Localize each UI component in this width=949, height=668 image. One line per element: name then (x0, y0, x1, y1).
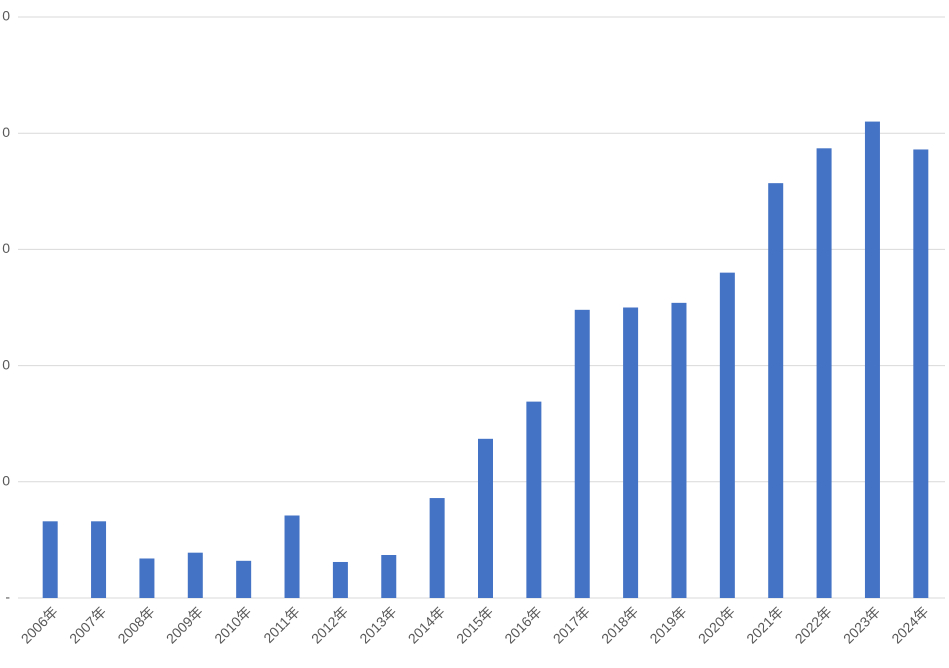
x-tick-label: 2010年 (211, 603, 254, 646)
x-tick-label: 2009年 (163, 603, 206, 646)
bar (671, 302, 687, 598)
bar (42, 521, 58, 598)
bar (381, 555, 397, 598)
x-tick-label: 2023年 (840, 603, 883, 646)
bar (768, 183, 784, 598)
bar (574, 309, 590, 598)
x-tick-label: 2019年 (646, 603, 689, 646)
bar (139, 558, 155, 598)
x-tick-label: 2018年 (598, 603, 641, 646)
bar (91, 521, 107, 598)
y-tick-label: 0 (2, 124, 10, 140)
x-tick-label: 2022年 (792, 603, 835, 646)
bar (236, 560, 252, 598)
y-tick-label: 0 (2, 356, 10, 372)
bar (864, 121, 880, 598)
bar (429, 498, 445, 598)
x-tick-label: 2024年 (888, 603, 931, 646)
x-tick-label: 2016年 (501, 603, 544, 646)
y-tick-label: 0 (2, 240, 10, 256)
bar (816, 148, 832, 598)
x-tick-label: 2020年 (695, 603, 738, 646)
bar (187, 552, 203, 598)
x-tick-label: 2011年 (260, 603, 303, 646)
bar (332, 561, 348, 598)
x-tick-label: 2014年 (405, 603, 448, 646)
bar (913, 149, 929, 598)
bar (478, 438, 493, 598)
x-tick-label: 2008年 (114, 603, 157, 646)
bar (526, 401, 542, 598)
x-tick-label: 2021年 (743, 603, 786, 646)
x-tick-label: 2006年 (18, 603, 61, 646)
y-tick-label: - (5, 589, 10, 605)
x-tick-label: 2013年 (356, 603, 399, 646)
bar (623, 307, 639, 598)
x-tick-label: 2015年 (453, 603, 496, 646)
y-tick-label: 0 (2, 8, 10, 24)
x-tick-label: 2007年 (66, 603, 109, 646)
x-tick-label: 2012年 (308, 603, 351, 646)
y-tick-label: 0 (2, 473, 10, 489)
bar (719, 272, 735, 598)
x-tick-label: 2017年 (550, 603, 593, 646)
bar (284, 515, 300, 598)
